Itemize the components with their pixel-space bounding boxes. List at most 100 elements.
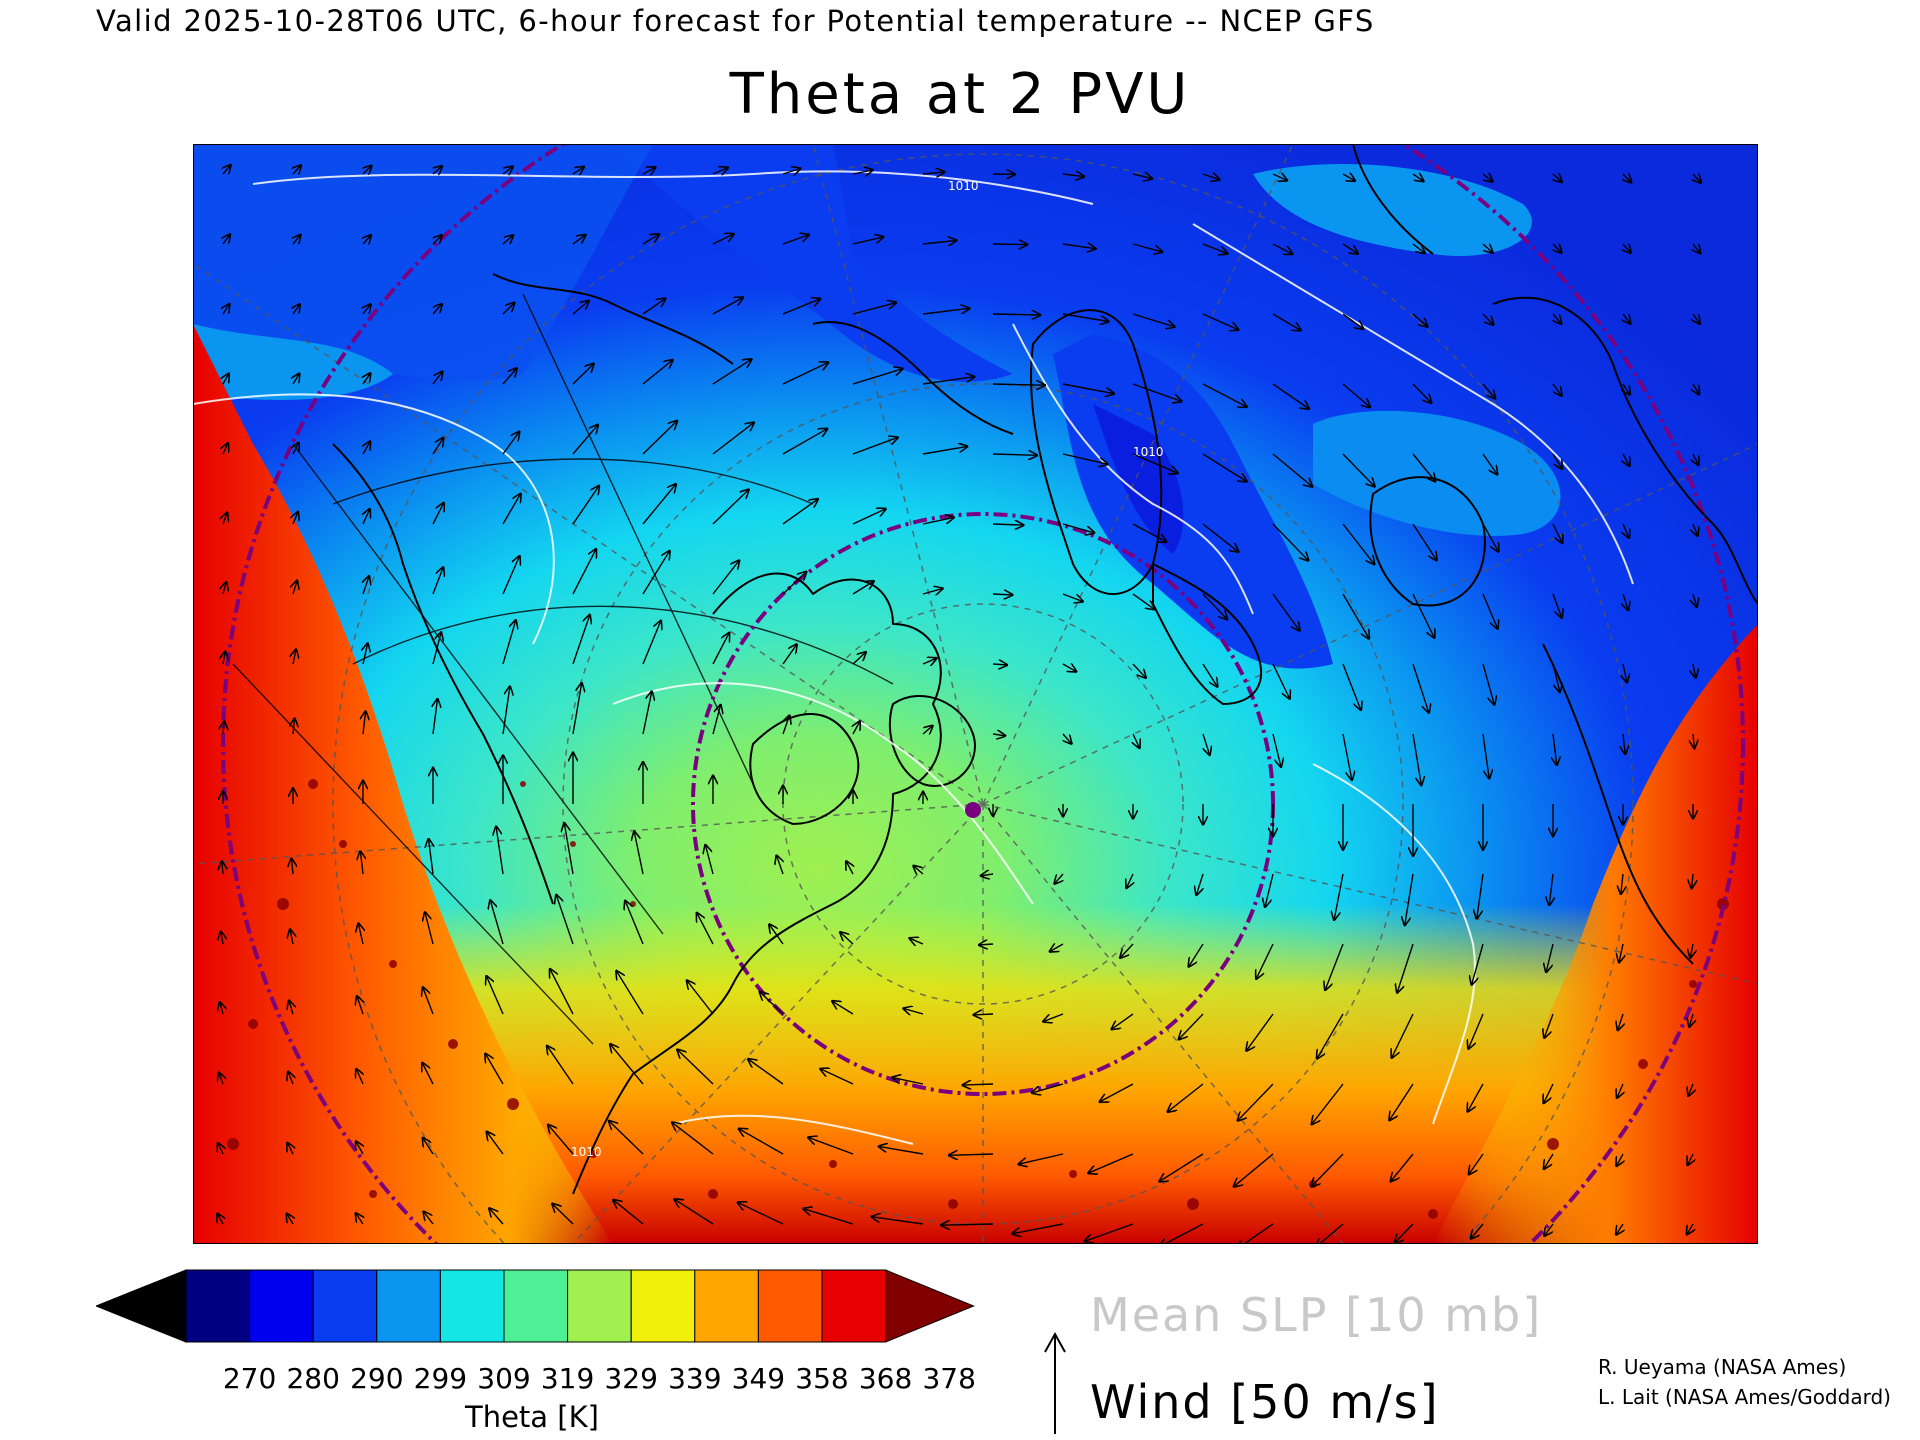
colorbar-cell (376, 1269, 441, 1343)
wind-vector (1238, 1083, 1274, 1121)
wind-vector (712, 234, 734, 245)
colorbar-cell (312, 1269, 378, 1343)
wind-vector (223, 513, 227, 525)
wind-vector (293, 649, 296, 665)
wind-vector (363, 509, 370, 525)
wind-vector (1623, 523, 1629, 538)
wind-vector (852, 509, 886, 525)
wind-vector (642, 298, 666, 315)
wind-vector (738, 1202, 784, 1225)
colorbar-cell (630, 1269, 696, 1343)
wind-vector (1202, 383, 1247, 407)
wind-vector (433, 304, 442, 315)
wind-vector (782, 499, 818, 525)
wind-vector (922, 446, 967, 455)
wind-vector (1062, 593, 1083, 602)
wind-vector (1618, 1013, 1623, 1030)
wind-vector (1202, 733, 1210, 755)
wind-vector (1272, 663, 1290, 699)
wind-vector (1544, 1153, 1554, 1169)
wind-vector (992, 244, 1027, 245)
wind-vector (357, 996, 363, 1015)
colorbar-cell (694, 1269, 759, 1343)
wind-vector (1133, 733, 1140, 748)
wind-vector (1272, 243, 1293, 254)
wind-vector (941, 1224, 994, 1225)
wind-vector (422, 1063, 434, 1085)
wind-vector (1469, 1153, 1484, 1175)
colorbar-tick-label: 309 (477, 1362, 531, 1395)
wind-vector (782, 299, 820, 315)
wind-vector (1482, 453, 1497, 475)
wind-vector (1272, 593, 1300, 631)
wind-vector (1342, 523, 1374, 564)
wind-vector (613, 1200, 644, 1225)
wind-vector (432, 567, 443, 595)
colorbar-over-triangle (885, 1269, 975, 1343)
wind-vector (852, 303, 896, 315)
wind-vector (1412, 453, 1435, 482)
wind-vector (913, 866, 924, 874)
wind-vector (672, 1122, 714, 1155)
wind-vector (1392, 1013, 1414, 1058)
wind-vector (992, 314, 1040, 315)
wind-vector (1342, 593, 1369, 639)
wind-vector (892, 1077, 924, 1085)
coastlines (332, 144, 1758, 1195)
wind-vector (1342, 453, 1375, 487)
wind-vector (777, 855, 784, 875)
wind-vector (922, 588, 943, 594)
warm-west-band (193, 324, 613, 1244)
wind-vector (1132, 453, 1178, 473)
wind-vector (981, 874, 994, 876)
colorbar-cell (503, 1269, 569, 1343)
wind-vector (363, 643, 368, 665)
wind-vector (502, 620, 516, 665)
wind-vector (705, 845, 714, 875)
wind-vector (1342, 243, 1358, 254)
wind-vector (1202, 523, 1239, 552)
wind-vector (1196, 873, 1204, 895)
wind-vector (502, 368, 517, 385)
wind-vector (852, 581, 874, 595)
wind-vector (852, 652, 866, 665)
wind-vector (616, 971, 644, 1015)
wind-vector (1623, 313, 1631, 324)
wind-vector (922, 308, 969, 315)
wind-vector (852, 237, 884, 245)
wind-vector (1317, 1013, 1344, 1059)
wind-vector (1471, 1223, 1484, 1239)
wind-vector (642, 484, 676, 525)
wind-vector (429, 839, 434, 875)
wind-vector (572, 549, 596, 595)
wind-vector (992, 384, 1045, 385)
wind-vector (502, 303, 515, 315)
wind-vector (1482, 383, 1495, 399)
wind-vector (1623, 593, 1628, 610)
wind-vector (949, 1154, 994, 1155)
colorbar-cell (185, 1269, 251, 1343)
wind-vector (1553, 733, 1557, 765)
wind-vector (222, 861, 223, 875)
wind-vector (356, 1213, 363, 1225)
wind-vector (712, 705, 721, 735)
wind-vector (572, 615, 590, 665)
wind-vector (782, 362, 828, 385)
wind-vector (423, 987, 434, 1015)
wind-vector (291, 859, 293, 875)
wind-vector (1616, 1153, 1623, 1166)
wind-vector (634, 831, 644, 875)
wind-vector (496, 827, 504, 875)
wind-vector (1544, 1013, 1554, 1038)
wind-vector (1202, 174, 1220, 180)
wind-vector (992, 594, 1013, 595)
wind-vector (642, 691, 652, 735)
wind-vector (1621, 873, 1623, 894)
wind-vector (1689, 1013, 1693, 1027)
wind-vector (820, 1069, 854, 1085)
wind-vector (293, 581, 297, 595)
wind-vector (552, 1204, 574, 1225)
wind-vector (293, 165, 301, 174)
wind-vector (433, 699, 438, 735)
wind-vector (223, 304, 230, 315)
